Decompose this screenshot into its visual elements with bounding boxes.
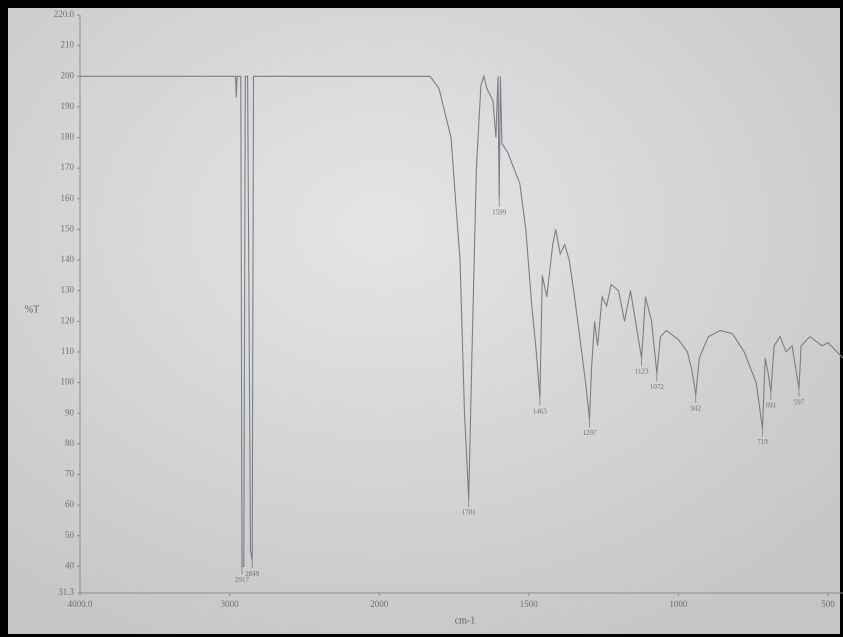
y-tick-label: 150: [61, 223, 75, 233]
y-tick-label: 60: [65, 499, 75, 509]
y-tick-label: 80: [65, 438, 75, 448]
peak-label: 1701: [462, 509, 477, 517]
y-tick-label: 110: [61, 346, 75, 356]
peak-label: 719: [757, 438, 768, 446]
page: {"chart_data": { "type": "line", "x_labe…: [0, 0, 843, 637]
x-tick-label: 4000.0: [68, 599, 93, 609]
x-tick-label: 1500: [520, 599, 539, 609]
peak-label: 1297: [583, 429, 598, 437]
peak-label: 1072: [650, 383, 665, 391]
paper: [8, 8, 840, 634]
x-tick-label: 1000: [669, 599, 688, 609]
y-axis-title: %T: [25, 304, 39, 315]
y-tick-label: 160: [61, 193, 75, 203]
x-tick-label: 2000: [370, 599, 389, 609]
y-tick-label: 190: [61, 101, 75, 111]
x-tick-label: 3000: [221, 599, 240, 609]
peak-label: 2849: [245, 570, 260, 578]
peak-label: 1599: [492, 208, 507, 216]
x-tick-label: 500: [821, 599, 835, 609]
y-tick-label: 140: [61, 254, 75, 264]
y-tick-label: 90: [65, 407, 75, 417]
y-tick-label: 220.0: [54, 9, 75, 19]
y-tick-label: 210: [61, 40, 75, 50]
y-tick-label: 70: [65, 469, 75, 479]
peak-label: 1463: [533, 407, 548, 415]
x-axis-title: cm-1: [455, 615, 476, 626]
y-tick-label: 180: [61, 132, 75, 142]
y-tick-label: 31.3: [58, 587, 74, 597]
y-tick-label: 100: [61, 377, 75, 387]
y-tick-label: 200: [61, 70, 75, 80]
peak-label: 1123: [635, 368, 649, 376]
peak-label: 597: [794, 398, 805, 406]
peak-label: 942: [691, 404, 702, 412]
y-tick-label: 120: [61, 315, 75, 325]
chart: %T cm-1 31.3 40 50 60 70 80 90 100 110 120 130 140 1…: [0, 0, 843, 637]
y-tick-label: 170: [61, 162, 75, 172]
y-tick-label: 40: [65, 560, 75, 570]
peak-label: 691: [766, 401, 777, 409]
y-tick-label: 130: [61, 285, 75, 295]
y-tick-label: 50: [65, 530, 75, 540]
